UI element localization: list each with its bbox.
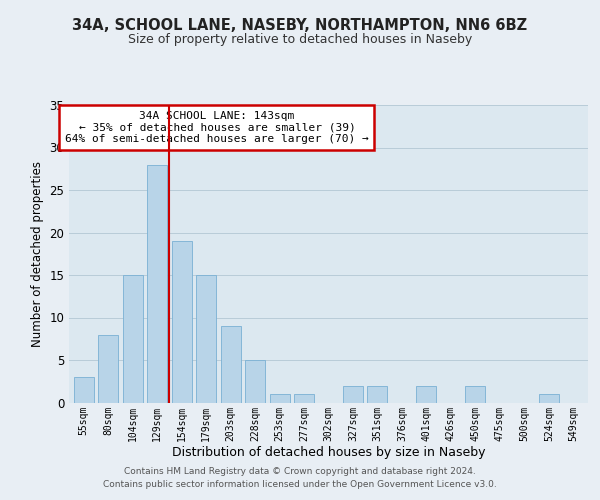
Bar — [172, 241, 191, 402]
Text: Contains public sector information licensed under the Open Government Licence v3: Contains public sector information licen… — [103, 480, 497, 489]
Bar — [539, 394, 559, 402]
Text: Contains HM Land Registry data © Crown copyright and database right 2024.: Contains HM Land Registry data © Crown c… — [124, 467, 476, 476]
Bar — [221, 326, 241, 402]
Bar — [343, 386, 363, 402]
Bar — [98, 334, 118, 402]
Bar — [416, 386, 436, 402]
Bar — [74, 377, 94, 402]
Bar — [245, 360, 265, 403]
Bar — [466, 386, 485, 402]
Text: 34A, SCHOOL LANE, NASEBY, NORTHAMPTON, NN6 6BZ: 34A, SCHOOL LANE, NASEBY, NORTHAMPTON, N… — [73, 18, 527, 32]
Text: 34A SCHOOL LANE: 143sqm
← 35% of detached houses are smaller (39)
64% of semi-de: 34A SCHOOL LANE: 143sqm ← 35% of detache… — [65, 111, 369, 144]
Bar — [269, 394, 290, 402]
Bar — [147, 164, 167, 402]
Bar — [122, 275, 143, 402]
Bar — [196, 275, 216, 402]
Bar — [294, 394, 314, 402]
Text: Size of property relative to detached houses in Naseby: Size of property relative to detached ho… — [128, 32, 472, 46]
Bar — [367, 386, 388, 402]
Y-axis label: Number of detached properties: Number of detached properties — [31, 161, 44, 347]
X-axis label: Distribution of detached houses by size in Naseby: Distribution of detached houses by size … — [172, 446, 485, 459]
